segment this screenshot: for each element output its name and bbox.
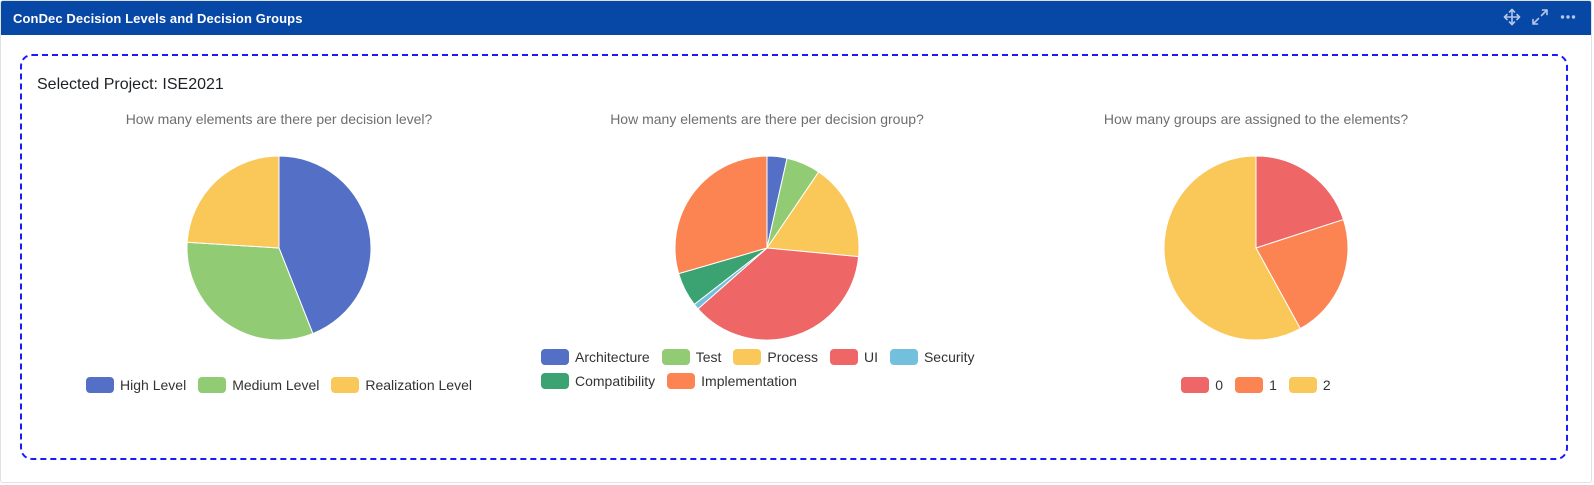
pie-chart-decision-levels: How many elements are there per decision…: [19, 101, 539, 411]
move-icon[interactable]: [1503, 8, 1521, 26]
legend-item[interactable]: 0: [1181, 377, 1223, 393]
legend-swatch: [667, 373, 696, 389]
legend-label: Security: [923, 349, 975, 365]
chart-legend: High Level Medium Level Realization Level: [19, 377, 539, 393]
pie-slice-1[interactable]: [1255, 218, 1349, 330]
legend-label: Compatibility: [575, 373, 656, 389]
legend-item[interactable]: Architecture: [541, 349, 650, 365]
legend-swatch: [198, 377, 227, 393]
legend-label: 1: [1269, 377, 1277, 393]
chart-title: How many groups are assigned to the elem…: [1103, 111, 1409, 127]
legend-swatch: [1181, 377, 1210, 393]
pie-slice-high-level[interactable]: [278, 155, 372, 335]
legend-swatch: [541, 373, 569, 389]
legend-swatch: [661, 349, 690, 365]
chart-title: How many elements are there per decision…: [125, 111, 433, 127]
legend-label: Test: [695, 349, 722, 365]
legend-item[interactable]: UI: [829, 349, 878, 365]
selected-project-label: Selected Project: ISE2021: [37, 76, 224, 93]
legend-label: Realization Level: [365, 377, 472, 393]
pie-slice-0[interactable]: [1255, 155, 1345, 249]
pie-svg: [1163, 155, 1349, 341]
gadget-title: ConDec Decision Levels and Decision Grou…: [13, 11, 303, 26]
pie-slice-medium-level[interactable]: [186, 241, 314, 341]
legend-item[interactable]: Implementation: [667, 373, 797, 389]
legend-swatch: [541, 349, 569, 365]
legend-item[interactable]: Realization Level: [331, 377, 472, 393]
legend-item[interactable]: Security: [889, 349, 975, 365]
legend-swatch: [86, 377, 115, 393]
legend-item[interactable]: High Level: [86, 377, 186, 393]
legend-swatch: [1288, 377, 1317, 393]
legend-swatch: [1235, 377, 1264, 393]
legend-label: High Level: [120, 377, 187, 393]
legend-label: Architecture: [575, 349, 650, 365]
pie-chart-decision-groups: How many elements are there per decision…: [507, 101, 1027, 411]
charts-container: [20, 54, 1568, 460]
pie-svg: [674, 155, 860, 341]
more-icon[interactable]: [1559, 8, 1577, 26]
pie-slice-2[interactable]: [1163, 155, 1302, 341]
legend-item[interactable]: 1: [1235, 377, 1277, 393]
legend-label: Process: [767, 349, 818, 365]
legend-item[interactable]: 2: [1288, 377, 1331, 393]
legend-item[interactable]: Compatibility: [541, 373, 655, 389]
legend-label: 2: [1322, 377, 1331, 393]
legend-label: UI: [863, 349, 878, 365]
gadget-header: ConDec Decision Levels and Decision Grou…: [1, 1, 1591, 35]
legend-label: 0: [1215, 377, 1224, 393]
legend-item[interactable]: Medium Level: [198, 377, 319, 393]
header-icons: [1503, 8, 1577, 26]
legend-swatch: [829, 349, 858, 365]
chart-legend: Architecture Test Process UI Security Compati…: [527, 349, 1021, 389]
legend-swatch: [889, 349, 918, 365]
expand-icon[interactable]: [1531, 8, 1549, 26]
chart-title: How many elements are there per decision…: [610, 111, 924, 127]
pie-slice-implementation[interactable]: [674, 155, 768, 275]
legend-label: Implementation: [701, 373, 797, 389]
pie-chart-groups-assigned: How many groups are assigned to the elem…: [996, 101, 1516, 411]
pie-slice-process[interactable]: [766, 171, 860, 258]
pie-slice-realization-level[interactable]: [186, 155, 280, 249]
legend-item[interactable]: Test: [661, 349, 722, 365]
legend-label: Medium Level: [232, 377, 320, 393]
pie-svg: [186, 155, 372, 341]
legend-swatch: [733, 349, 762, 365]
legend-item[interactable]: Process: [733, 349, 818, 365]
chart-legend: 0 1 2: [996, 377, 1516, 393]
pie-slice-ui[interactable]: [697, 247, 860, 341]
legend-swatch: [331, 377, 360, 393]
